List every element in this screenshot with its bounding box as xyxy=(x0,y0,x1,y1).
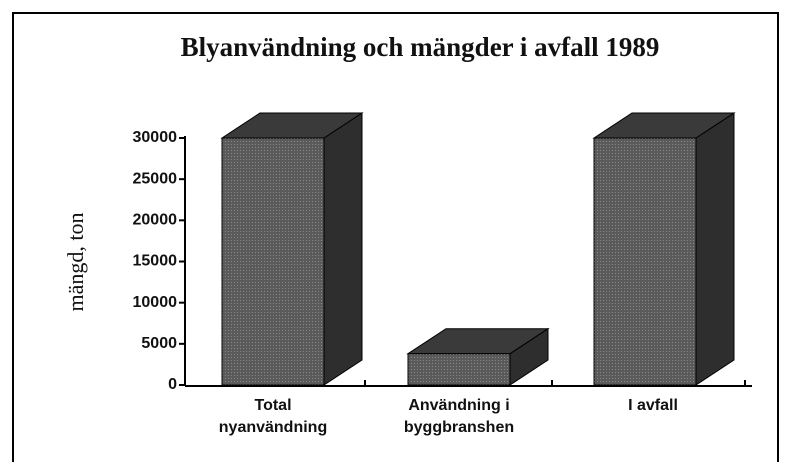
y-tick-label: 25000 xyxy=(133,170,178,187)
x-tick-label: I avfall xyxy=(628,397,678,414)
x-tick-label: Användning i xyxy=(408,397,509,414)
chart-title: Blyanvändning och mängder i avfall 1989 xyxy=(181,32,660,62)
x-tick-label: byggbranshen xyxy=(404,419,514,436)
x-tick-label: Total xyxy=(254,397,291,414)
bar xyxy=(221,137,325,386)
bar xyxy=(407,353,511,386)
bar-side xyxy=(323,112,363,386)
y-tick-label: 10000 xyxy=(133,294,178,311)
y-tick-label: 30000 xyxy=(133,129,178,146)
x-tick-label: nyanvändning xyxy=(219,419,327,436)
bar-side xyxy=(695,112,735,386)
bar xyxy=(593,137,697,386)
y-tick-label: 20000 xyxy=(133,212,178,229)
y-tick-label: 15000 xyxy=(133,253,178,270)
y-tick-label: 0 xyxy=(168,376,177,393)
y-axis-label: mängd, ton xyxy=(63,213,88,312)
y-tick-label: 5000 xyxy=(141,335,177,352)
frame xyxy=(12,12,779,462)
